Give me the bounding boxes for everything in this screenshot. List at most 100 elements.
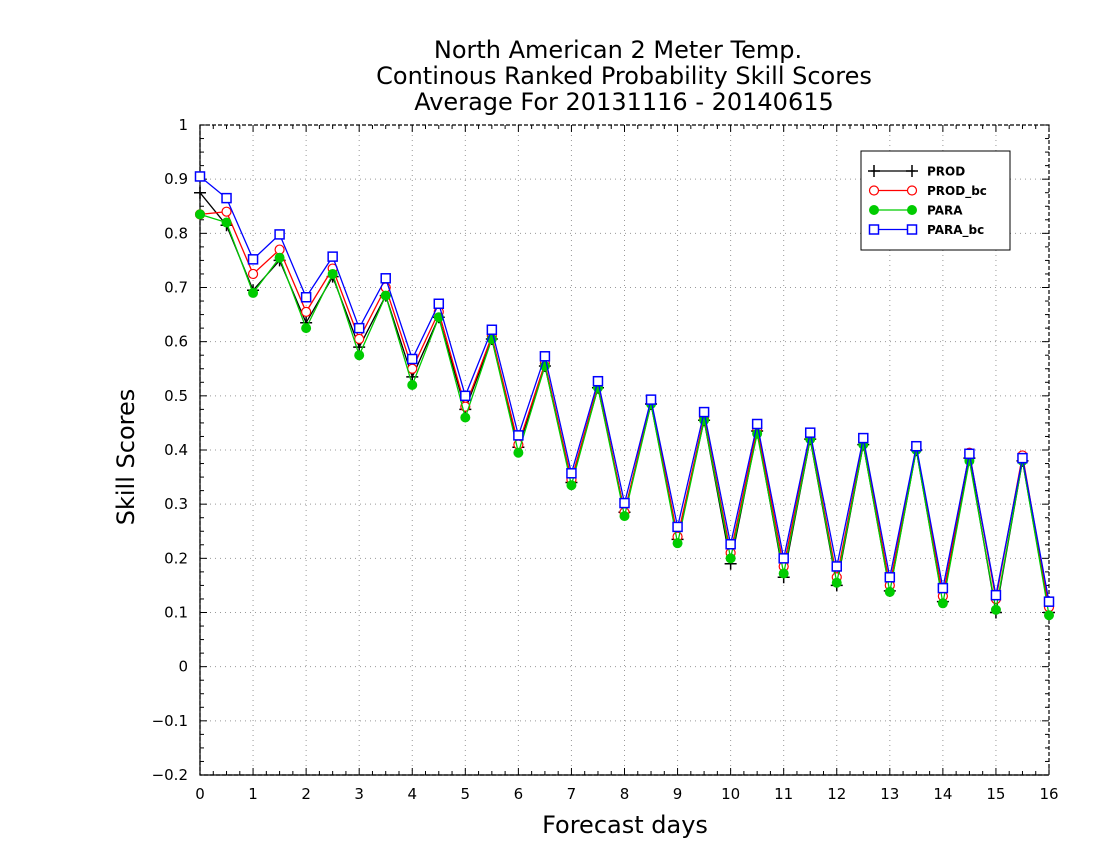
series-para-bc-point xyxy=(460,390,471,402)
series-para-bc-point xyxy=(964,448,975,460)
series-para-bc-point xyxy=(353,322,365,334)
series-para-point xyxy=(380,290,391,301)
x-tick-label: 11 xyxy=(774,785,793,803)
series-para-bc-point xyxy=(592,375,604,387)
legend-para-start-point xyxy=(869,205,879,215)
legend-para-end-point xyxy=(907,205,917,215)
series-para-point xyxy=(195,209,205,220)
series-para-bc xyxy=(194,171,1055,607)
series-para-bc-point xyxy=(884,572,896,583)
title-line-3: Average For 20131116 - 20140615 xyxy=(414,88,834,116)
legend-item-para: PARA xyxy=(869,204,963,218)
series-para-bc-point xyxy=(725,539,736,550)
legend: PROD PROD_bc PARA PARA_bc xyxy=(860,150,1011,251)
series-para-bc-point xyxy=(619,497,630,509)
series-para-bc-point xyxy=(486,324,498,335)
series-para-point xyxy=(327,268,338,279)
x-tick-label: 9 xyxy=(673,785,683,803)
series-layer xyxy=(194,171,1055,621)
series-para-bc-point xyxy=(858,432,869,444)
legend-prod-end-point xyxy=(906,165,918,177)
y-tick-label: 0.9 xyxy=(164,170,188,188)
legend-box xyxy=(860,150,1011,251)
y-tick-label: 0.5 xyxy=(164,387,188,405)
x-tick-label: 12 xyxy=(827,785,846,803)
series-para-bc-point xyxy=(247,254,259,265)
series-para-bc-point xyxy=(407,353,418,365)
series-para-bc-point xyxy=(911,440,922,452)
series-para-point xyxy=(937,598,948,609)
y-tick-label: −0.1 xyxy=(152,712,188,730)
series-para-point xyxy=(407,380,418,390)
x-tick-label: 4 xyxy=(407,785,417,803)
y-tick-label: 0.4 xyxy=(164,441,188,459)
series-para-bc-point xyxy=(778,553,789,564)
y-axis-title: Skill Scores xyxy=(112,389,140,526)
series-para-bc-point xyxy=(751,418,763,430)
x-tick-label: 2 xyxy=(301,785,311,803)
series-para-bc-point xyxy=(804,427,816,438)
y-tick-label: 0 xyxy=(178,658,188,676)
series-para-point xyxy=(274,252,285,263)
series-para-bc-point xyxy=(1043,596,1055,607)
title-line-1: North American 2 Meter Temp. xyxy=(434,36,802,64)
series-para-point xyxy=(354,350,365,361)
series-para-point xyxy=(990,604,1001,615)
series-para-point xyxy=(301,323,312,334)
legend-label-prod-bc: PROD_bc xyxy=(927,184,987,199)
series-para-bc-point xyxy=(831,561,842,572)
series-para-bc-point xyxy=(672,521,683,533)
y-tick-label: 0.6 xyxy=(164,333,188,351)
series-para-point xyxy=(884,586,895,597)
y-tick-label: 1 xyxy=(178,116,188,134)
series-para-point xyxy=(513,447,524,458)
legend-prod-bc-start-point xyxy=(868,185,880,196)
axes: 0 1 2 3 4 5 6 7 8 9 10 11 12 13 14 15 16−0.2−0.100.10.20… xyxy=(152,116,1059,803)
series-para-bc-point xyxy=(990,589,1002,601)
series-para-bc-point xyxy=(698,406,710,418)
legend-item-prod-bc: PROD_bc xyxy=(868,184,987,199)
series-para-point xyxy=(460,412,471,423)
legend-label-para: PARA xyxy=(927,204,963,218)
series-para-point xyxy=(619,511,630,522)
series-para-bc-point xyxy=(194,171,206,182)
series-prod-bc-point xyxy=(247,268,259,280)
series-para-point xyxy=(672,538,683,549)
y-tick-label: 0.8 xyxy=(164,224,188,242)
x-tick-label: 0 xyxy=(195,785,205,803)
x-tick-label: 10 xyxy=(721,785,740,803)
legend-item-prod: PROD xyxy=(868,165,965,179)
series-para-bc-point xyxy=(566,468,577,479)
legend-prod-bc-end-point xyxy=(906,185,918,196)
series-para-bc-point xyxy=(300,292,312,303)
series-para-point xyxy=(725,553,736,564)
series-para-bc-point xyxy=(539,351,551,362)
series-prod-bc-point xyxy=(407,363,418,374)
series-para-bc-point xyxy=(433,298,445,309)
series-prod-bc-point xyxy=(354,333,365,345)
series-prod-point xyxy=(194,186,206,199)
x-tick-label: 5 xyxy=(461,785,471,803)
series-para-bc-point xyxy=(221,192,232,204)
title-line-2: Continous Ranked Probability Skill Score… xyxy=(376,62,872,90)
x-tick-label: 8 xyxy=(620,785,630,803)
x-tick-label: 1 xyxy=(248,785,258,803)
y-tick-label: 0.3 xyxy=(164,495,188,513)
series-para-point xyxy=(566,480,577,491)
x-tick-label: 13 xyxy=(880,785,899,803)
series-para-bc-point xyxy=(1017,452,1028,464)
series-para-bc-point xyxy=(645,394,657,405)
series-para-point xyxy=(248,287,259,298)
legend-para-bc-start-point xyxy=(868,224,880,235)
x-tick-label: 14 xyxy=(933,785,952,803)
x-tick-label: 16 xyxy=(1039,785,1058,803)
legend-label-prod: PROD xyxy=(927,165,965,179)
legend-para-bc-end-point xyxy=(906,224,918,235)
legend-prod-start-point xyxy=(868,165,880,177)
x-tick-label: 15 xyxy=(986,785,1005,803)
series-prod xyxy=(194,186,1055,619)
x-tick-label: 3 xyxy=(354,785,364,803)
series-para xyxy=(195,209,1054,621)
series-para-point xyxy=(1044,610,1054,621)
